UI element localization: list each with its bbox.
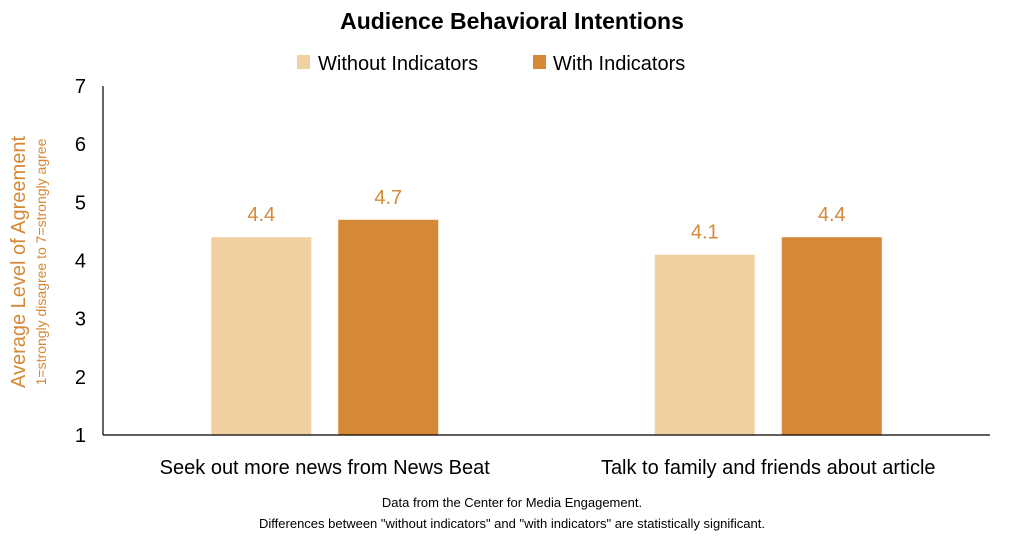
data-label: 4.4 [247,204,275,226]
data-label: 4.7 [374,187,402,209]
legend-swatch-with [533,55,546,69]
y-tick-label: 6 [75,134,86,156]
chart-title: Audience Behavioral Intentions [340,8,684,34]
y-tick-label: 2 [75,367,86,389]
y-tick-label: 7 [75,76,86,98]
footnote-significance: Differences between "without indicators"… [259,516,765,531]
x-tick-label: Seek out more news from News Beat [160,457,491,479]
data-label: 4.1 [691,222,719,244]
y-tick-label: 4 [75,251,86,273]
footnote-source: Data from the Center for Media Engagemen… [382,495,642,510]
bar-without-indicators [211,237,312,435]
y-tick-label: 3 [75,309,86,331]
y-tick-label: 5 [75,192,86,214]
bar-with-indicators [781,237,882,435]
legend: Without Indicators With Indicators [297,53,685,75]
legend-label-with: With Indicators [553,53,685,75]
bar-without-indicators [654,254,755,435]
legend-swatch-without [297,55,310,69]
bar-with-indicators [338,219,439,435]
y-axis-subtitle: 1=strongly disagree to 7=strongly agree [33,138,49,385]
y-axis-title: Average Level of Agreement [8,136,30,388]
data-label: 4.4 [818,204,846,226]
x-tick-label: Talk to family and friends about article [601,457,936,479]
legend-label-without: Without Indicators [318,53,478,75]
y-tick-label: 1 [75,425,86,447]
